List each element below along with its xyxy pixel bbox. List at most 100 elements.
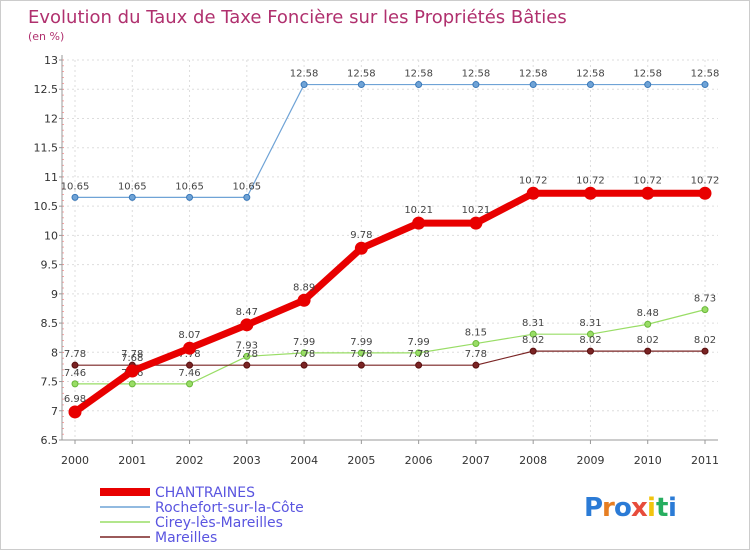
logo-letter: r: [602, 493, 615, 523]
data-point: [586, 330, 594, 338]
data-point: [529, 330, 537, 338]
data-label: 8.73: [694, 294, 716, 305]
data-point: [300, 81, 308, 89]
data-point: [472, 340, 480, 348]
data-label: 7.68: [121, 353, 143, 364]
data-label: 8.31: [522, 318, 544, 329]
y-tick-label: 11: [44, 171, 58, 184]
series-cirey-l-s-mareilles: 7.467.467.467.937.997.997.998.158.318.31…: [64, 294, 716, 388]
data-point: [297, 293, 311, 307]
y-tick-label: 9.5: [41, 259, 59, 272]
logo-letter: i: [668, 493, 677, 523]
logo-letter: x: [631, 493, 648, 523]
data-label: 10.72: [576, 175, 605, 186]
data-point: [644, 347, 652, 355]
data-label: 8.89: [293, 282, 315, 293]
data-point: [412, 216, 426, 230]
data-label: 8.48: [637, 308, 659, 319]
data-label: 8.15: [465, 328, 487, 339]
x-tick-label: 2005: [347, 454, 375, 467]
data-label: 12.58: [347, 69, 376, 80]
y-tick-label: 12.5: [34, 83, 59, 96]
data-label: 7.99: [350, 337, 372, 348]
data-label: 8.31: [579, 318, 601, 329]
series-chantraines: 6.98 7.68 8.07 8.47 8.89 9.78 10.21 10.21 10.72 1…: [64, 175, 720, 419]
data-point: [243, 193, 251, 201]
data-label: 8.02: [579, 335, 601, 346]
data-point: [529, 347, 537, 355]
legend-label: Cirey-lès-Mareilles: [155, 515, 283, 531]
x-tick-label: 2008: [519, 454, 547, 467]
data-point: [415, 81, 423, 89]
x-tick-label: 2002: [176, 454, 204, 467]
y-tick-label: 9: [51, 288, 58, 301]
data-point: [68, 405, 82, 419]
data-label: 6.98: [64, 394, 86, 405]
x-tick-label: 2010: [634, 454, 662, 467]
data-point: [586, 81, 594, 89]
x-tick-label: 2009: [576, 454, 604, 467]
data-point: [357, 361, 365, 369]
y-tick-label: 6.5: [41, 434, 59, 447]
data-point: [240, 318, 254, 332]
data-point: [128, 193, 136, 201]
chart-subtitle: (en %): [28, 30, 64, 43]
x-tick-label: 2004: [290, 454, 318, 467]
data-point: [357, 349, 365, 357]
chart-title: Evolution du Taux de Taxe Foncière sur l…: [28, 7, 567, 28]
data-label: 12.58: [691, 69, 720, 80]
data-label: 8.47: [236, 307, 258, 318]
series-line: [75, 350, 705, 366]
data-point: [300, 349, 308, 357]
data-label: 8.02: [637, 335, 659, 346]
y-tick-label: 12: [44, 112, 58, 125]
data-point: [644, 81, 652, 89]
data-label: 7.78: [350, 349, 372, 360]
data-point: [415, 361, 423, 369]
data-point: [300, 361, 308, 369]
grid: [62, 59, 718, 440]
data-point: [128, 380, 136, 388]
data-label: 7.99: [293, 337, 315, 348]
data-point: [243, 352, 251, 360]
axes: 6.5 7 7.5 8 8.5 9 9.5 10 10.5 11 11.5 12 12.5 13 2000 2…: [34, 54, 720, 467]
data-label: 12.58: [576, 69, 605, 80]
data-label: 10.21: [404, 205, 433, 216]
x-tick-label: 2006: [405, 454, 433, 467]
data-label: 12.58: [404, 69, 433, 80]
data-label: 7.78: [64, 349, 86, 360]
data-point: [183, 341, 197, 355]
data-label: 7.46: [178, 368, 200, 379]
data-label: 10.72: [633, 175, 662, 186]
data-label: 8.02: [694, 335, 716, 346]
x-tick-label: 2001: [118, 454, 146, 467]
data-point: [472, 361, 480, 369]
legend-label: Rochefort-sur-la-Côte: [155, 500, 304, 516]
data-point: [701, 81, 709, 89]
logo-letter: o: [614, 493, 632, 523]
data-label: 10.72: [691, 175, 720, 186]
data-point: [701, 347, 709, 355]
data-label: 7.78: [465, 349, 487, 360]
series-mareilles: 7.787.787.787.787.787.787.787.788.028.02…: [64, 335, 716, 369]
data-label: 8.02: [522, 335, 544, 346]
data-label: 7.78: [121, 349, 143, 360]
data-point: [415, 349, 423, 357]
data-label: 7.46: [64, 368, 86, 379]
y-tick-label: 8.5: [41, 317, 59, 330]
data-point: [186, 361, 194, 369]
x-tick-label: 2003: [233, 454, 261, 467]
y-tick-label: 13: [44, 54, 58, 67]
data-label: 10.65: [118, 181, 147, 192]
data-point: [243, 361, 251, 369]
data-point: [186, 380, 194, 388]
series-layer: 10.65 10.65 10.65 10.65 12.58 12.58 12.58 12.58…: [61, 69, 720, 419]
y-tick-label: 10.5: [34, 200, 59, 213]
data-label: 12.58: [290, 69, 319, 80]
data-label: 7.93: [236, 340, 258, 351]
data-point: [586, 347, 594, 355]
data-point: [641, 186, 655, 200]
data-point: [698, 186, 712, 200]
data-point: [71, 361, 79, 369]
